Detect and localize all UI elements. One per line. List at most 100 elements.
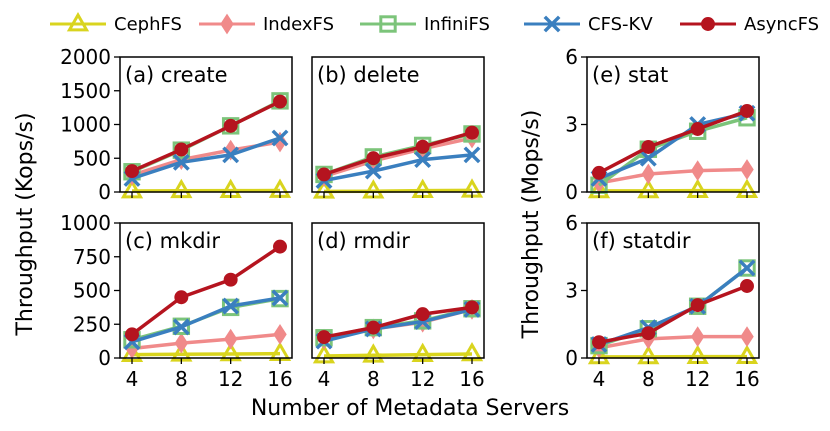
series-cephfs: [312, 178, 484, 199]
series-line: [323, 305, 473, 339]
series-line: [598, 109, 748, 175]
data-point-8: [641, 326, 656, 341]
series-line: [597, 116, 748, 187]
data-point-12: [222, 146, 240, 164]
series-asyncfs: [317, 125, 479, 182]
data-point-8: [174, 290, 189, 305]
x-tick-label: 16: [459, 367, 484, 391]
data-point-4: [592, 335, 606, 350]
legend-x-marker: [543, 15, 561, 33]
series-cephfs: [312, 341, 484, 364]
data-point-16: [738, 259, 756, 277]
series-line: [130, 245, 281, 336]
data-point-12: [415, 307, 430, 322]
data-point-12: [222, 297, 240, 315]
data-point-16: [738, 259, 756, 277]
panel-a-create: 0 500 1000 1500 2000 (a) create: [60, 45, 293, 204]
x-tick-label: 4: [593, 367, 606, 391]
x-tick-label: 12: [410, 367, 435, 391]
x-axis-title: Number of Metadata Servers: [251, 396, 569, 421]
legend-label: InfiniFS: [424, 14, 490, 35]
data-point-12: [690, 298, 705, 313]
legend-triangle-marker: [66, 11, 90, 32]
y-tick-label: 6: [565, 211, 578, 235]
y-tick-label: 0: [98, 346, 111, 370]
data-point-8: [364, 162, 382, 180]
x-tick-label: 12: [218, 367, 243, 391]
panel-d-rmdir: 4 8 12 16 (d) rmdir: [311, 222, 485, 391]
data-point-4: [592, 165, 606, 180]
data-point-16: [271, 129, 289, 147]
series-line: [131, 136, 281, 181]
legend-square-marker: [379, 15, 397, 33]
data-point-12: [690, 160, 705, 181]
series-line: [323, 136, 473, 179]
series-line: [323, 153, 473, 183]
legend-diamond-marker: [220, 13, 234, 35]
panel-label: (e) stat: [592, 63, 668, 87]
x-tick-label: 4: [318, 367, 331, 391]
legend: CephFS IndexFS InfiniFS CFS-KV AsyncFS: [50, 11, 819, 35]
panel-c-mkdir: 0 250 500 750 1000 4 8 12 16 (c) mkdir: [60, 211, 293, 391]
data-point-4: [317, 167, 331, 182]
series-line: [598, 266, 749, 348]
data-point-8: [174, 142, 189, 157]
data-point-8: [639, 149, 657, 167]
data-point-12: [414, 151, 432, 169]
legend-entry-asyncfs: AsyncFS: [680, 14, 819, 35]
panel-label: (a) create: [125, 63, 228, 87]
x-tick-label: 16: [267, 367, 292, 391]
series-line: [598, 266, 749, 347]
data-point-16: [273, 239, 287, 254]
data-point-16: [271, 289, 289, 307]
series-indexfs: [592, 326, 754, 359]
data-point-8: [172, 318, 190, 336]
x-tick-label: 8: [642, 367, 655, 391]
series-line: [323, 188, 473, 194]
y-tick-label: 3: [565, 113, 578, 137]
data-point-4: [125, 164, 139, 179]
x-tick-label: 16: [734, 367, 759, 391]
series-asyncfs: [317, 300, 479, 345]
x-tick-label: 4: [126, 367, 139, 391]
panel-label: (b) delete: [317, 63, 420, 87]
legend-label: AsyncFS: [744, 14, 819, 35]
y-tick-label: 500: [73, 146, 111, 170]
data-point-12: [415, 139, 430, 154]
data-point-16: [273, 94, 287, 109]
data-point-16: [463, 146, 481, 164]
legend-label: IndexFS: [263, 14, 334, 35]
series-asyncfs: [592, 279, 754, 350]
data-point-16: [465, 300, 479, 315]
data-point-4: [125, 327, 139, 342]
legend-label: CFS-KV: [588, 14, 653, 35]
panel-b-delete: (b) delete: [311, 56, 485, 199]
data-point-8: [172, 153, 190, 171]
data-point-12: [223, 118, 238, 133]
data-point-12: [223, 328, 238, 350]
legend-label: CephFS: [114, 14, 182, 35]
series-indexfs: [592, 159, 754, 194]
series-line: [131, 99, 281, 173]
series-line: [598, 284, 748, 344]
series-cephfs: [120, 178, 292, 199]
plot-frame: [311, 56, 485, 193]
y-tick-label: 0: [98, 180, 111, 204]
legend-entry-cephfs: CephFS: [50, 11, 182, 35]
data-point-8: [172, 317, 191, 335]
data-point-8: [641, 163, 656, 185]
data-point-4: [317, 330, 331, 345]
plot-frame: [311, 222, 485, 359]
y-tick-label: 250: [73, 312, 111, 336]
legend-entry-indexfs: IndexFS: [199, 13, 334, 35]
y-tick-label: 1500: [60, 79, 111, 103]
data-point-16: [465, 125, 479, 140]
panel-e-stat: 0 3 6 (e) stat: [565, 45, 760, 204]
data-point-8: [641, 140, 656, 154]
data-point-12: [690, 122, 705, 136]
data-point-16: [740, 279, 754, 293]
y-tick-label: 1000: [60, 113, 111, 137]
x-tick-label: 8: [175, 367, 188, 391]
data-point-12: [223, 272, 238, 287]
